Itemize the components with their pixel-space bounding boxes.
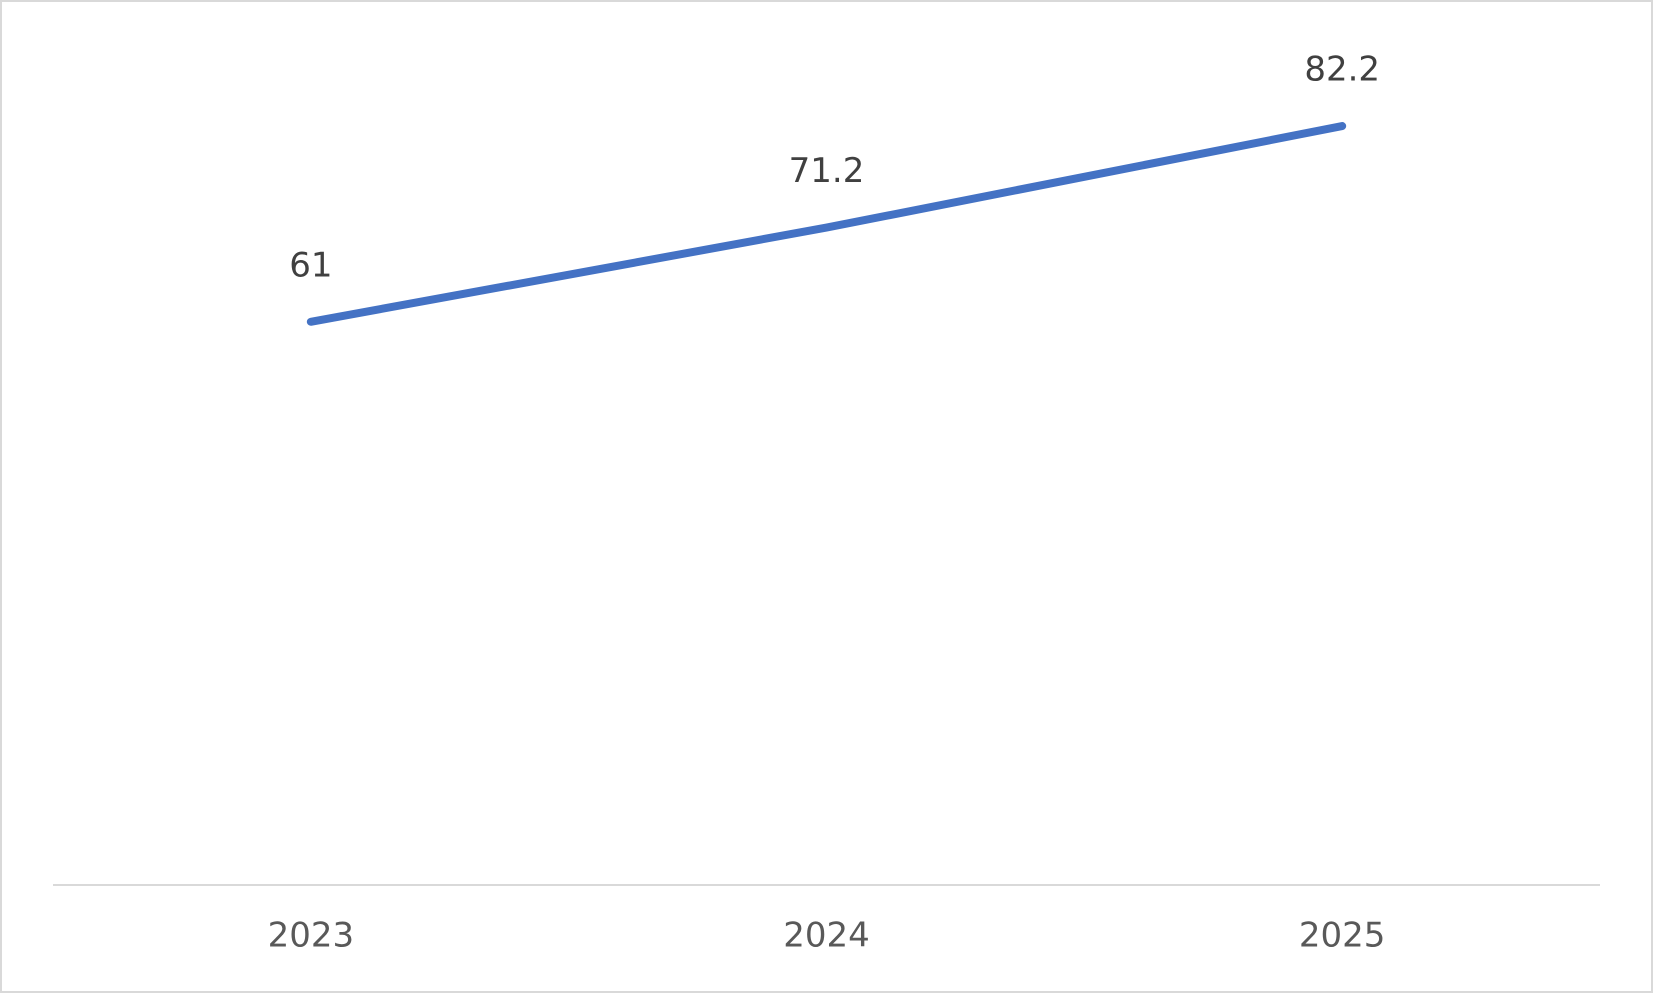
x-tick-label: 2024 xyxy=(783,916,870,956)
x-tick-label: 2025 xyxy=(1299,916,1386,956)
data-label: 82.2 xyxy=(1304,50,1380,90)
data-label: 61 xyxy=(289,245,332,285)
x-tick-label: 2023 xyxy=(268,916,355,956)
line-series xyxy=(306,122,1347,326)
data-label: 71.2 xyxy=(789,151,865,191)
